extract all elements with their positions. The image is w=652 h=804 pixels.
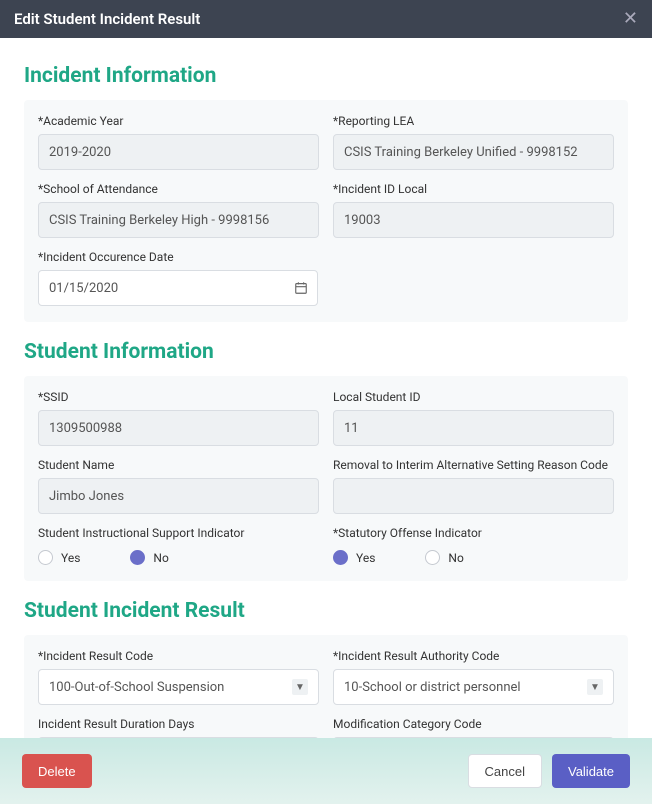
label-result-authority: *Incident Result Authority Code [333, 649, 614, 663]
radio-support-yes[interactable]: Yes [38, 550, 80, 565]
label-local-student-id: Local Student ID [333, 390, 614, 404]
cancel-button[interactable]: Cancel [468, 754, 542, 788]
label-result-code: *Incident Result Code [38, 649, 319, 663]
label-mod-category: Modification Category Code [333, 717, 614, 731]
label-student-name: Student Name [38, 458, 319, 472]
label-removal-reason: Removal to Interim Alternative Setting R… [333, 458, 614, 472]
label-ssid: *SSID [38, 390, 319, 404]
modal-header: Edit Student Incident Result ✕ [0, 0, 652, 38]
modal-footer: Delete Cancel Validate [0, 738, 652, 804]
input-incident-id: 19003 [333, 202, 614, 238]
panel-student-info: *SSID 1309500988 Local Student ID 11 Stu… [24, 376, 628, 581]
radio-statutory-no[interactable]: No [425, 550, 463, 565]
select-result-code[interactable]: 100-Out-of-School Suspension ▼ [38, 669, 319, 705]
section-title-incident-result: Student Incident Result [24, 599, 628, 623]
label-support-indicator: Student Instructional Support Indicator [38, 526, 319, 540]
input-school-attendance: CSIS Training Berkeley High - 9998156 [38, 202, 319, 238]
chevron-down-icon: ▼ [587, 679, 603, 695]
radio-support-no[interactable]: No [130, 550, 168, 565]
radio-group-statutory: Yes No [333, 546, 614, 565]
calendar-icon[interactable] [294, 281, 308, 295]
delete-button[interactable]: Delete [22, 754, 92, 788]
input-removal-reason [333, 478, 614, 514]
label-incident-date: *Incident Occurence Date [38, 250, 318, 264]
input-ssid: 1309500988 [38, 410, 319, 446]
label-academic-year: *Academic Year [38, 114, 319, 128]
label-duration-days: Incident Result Duration Days [38, 717, 319, 731]
radio-statutory-yes[interactable]: Yes [333, 550, 375, 565]
modal-title: Edit Student Incident Result [14, 10, 200, 28]
modal-body: Incident Information *Academic Year 2019… [0, 38, 652, 738]
input-student-name: Jimbo Jones [38, 478, 319, 514]
label-reporting-lea: *Reporting LEA [333, 114, 614, 128]
section-title-incident-info: Incident Information [24, 64, 628, 88]
label-statutory-offense: *Statutory Offense Indicator [333, 526, 614, 540]
radio-group-support: Yes No [38, 546, 319, 565]
input-incident-date[interactable]: 01/15/2020 [38, 270, 318, 306]
panel-incident-result: *Incident Result Code 100-Out-of-School … [24, 635, 628, 738]
chevron-down-icon: ▼ [292, 679, 308, 695]
label-incident-id: *Incident ID Local [333, 182, 614, 196]
input-reporting-lea: CSIS Training Berkeley Unified - 9998152 [333, 134, 614, 170]
panel-incident-info: *Academic Year 2019-2020 *Reporting LEA … [24, 100, 628, 322]
select-result-authority[interactable]: 10-School or district personnel ▼ [333, 669, 614, 705]
label-school-attendance: *School of Attendance [38, 182, 319, 196]
input-academic-year: 2019-2020 [38, 134, 319, 170]
close-icon[interactable]: ✕ [623, 10, 638, 28]
input-local-student-id: 11 [333, 410, 614, 446]
validate-button[interactable]: Validate [552, 754, 630, 788]
edit-incident-modal: Edit Student Incident Result ✕ Incident … [0, 0, 652, 804]
section-title-student-info: Student Information [24, 340, 628, 364]
